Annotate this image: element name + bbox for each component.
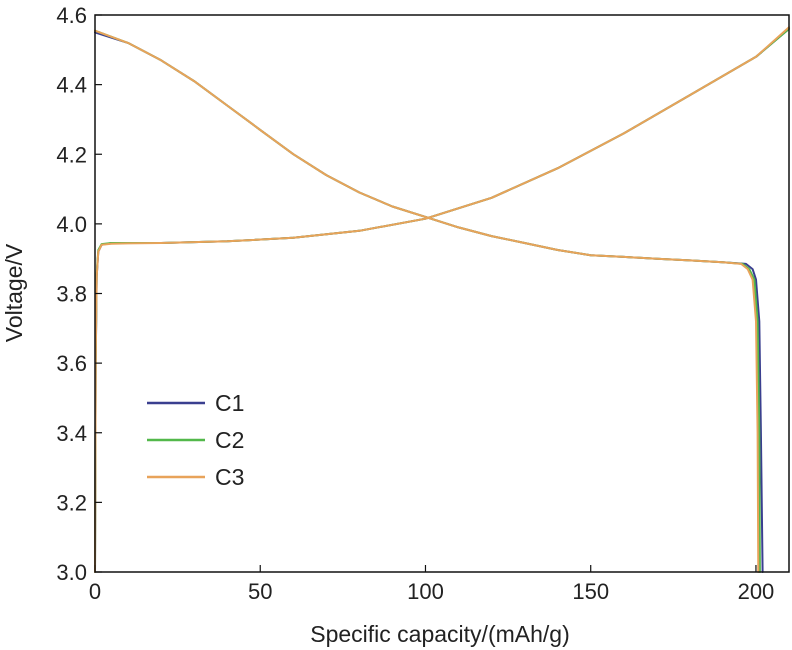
x-tick-label: 100 — [407, 579, 444, 604]
y-tick-label: 4.4 — [56, 73, 87, 98]
x-axis-title: Specific capacity/(mAh/g) — [310, 621, 569, 647]
x-axis-ticks: 0 50 100 150 200 — [89, 565, 774, 604]
x-tick-label: 200 — [738, 579, 775, 604]
y-tick-label: 3.6 — [56, 351, 87, 376]
x-tick-label: 50 — [248, 579, 272, 604]
y-tick-label: 3.8 — [56, 282, 87, 307]
series-c1-discharge-line — [94, 31, 764, 573]
curves-layer — [94, 26, 790, 573]
y-tick-label: 4.6 — [56, 3, 87, 28]
legend-label-c3: C3 — [215, 464, 244, 490]
series-c2-charge-line — [94, 27, 790, 573]
series-c3-discharge-line — [94, 29, 760, 573]
legend: C1 C2 C3 — [147, 390, 244, 490]
y-axis-ticks: 3.0 3.2 3.4 3.6 3.8 4.0 4.2 4.4 4.6 — [56, 3, 102, 585]
y-axis-title: Voltage/V — [1, 243, 27, 342]
y-tick-label: 4.0 — [56, 212, 87, 237]
legend-label-c2: C2 — [215, 427, 244, 453]
y-tick-label: 3.4 — [56, 421, 87, 446]
x-tick-label: 150 — [572, 579, 609, 604]
x-tick-label: 0 — [89, 579, 101, 604]
series-c1-charge-line — [94, 27, 790, 573]
legend-label-c1: C1 — [215, 390, 244, 416]
y-tick-label: 3.0 — [56, 560, 87, 585]
y-tick-label: 3.2 — [56, 490, 87, 515]
series-c3-charge-line — [94, 26, 790, 573]
y-tick-label: 4.2 — [56, 142, 87, 167]
